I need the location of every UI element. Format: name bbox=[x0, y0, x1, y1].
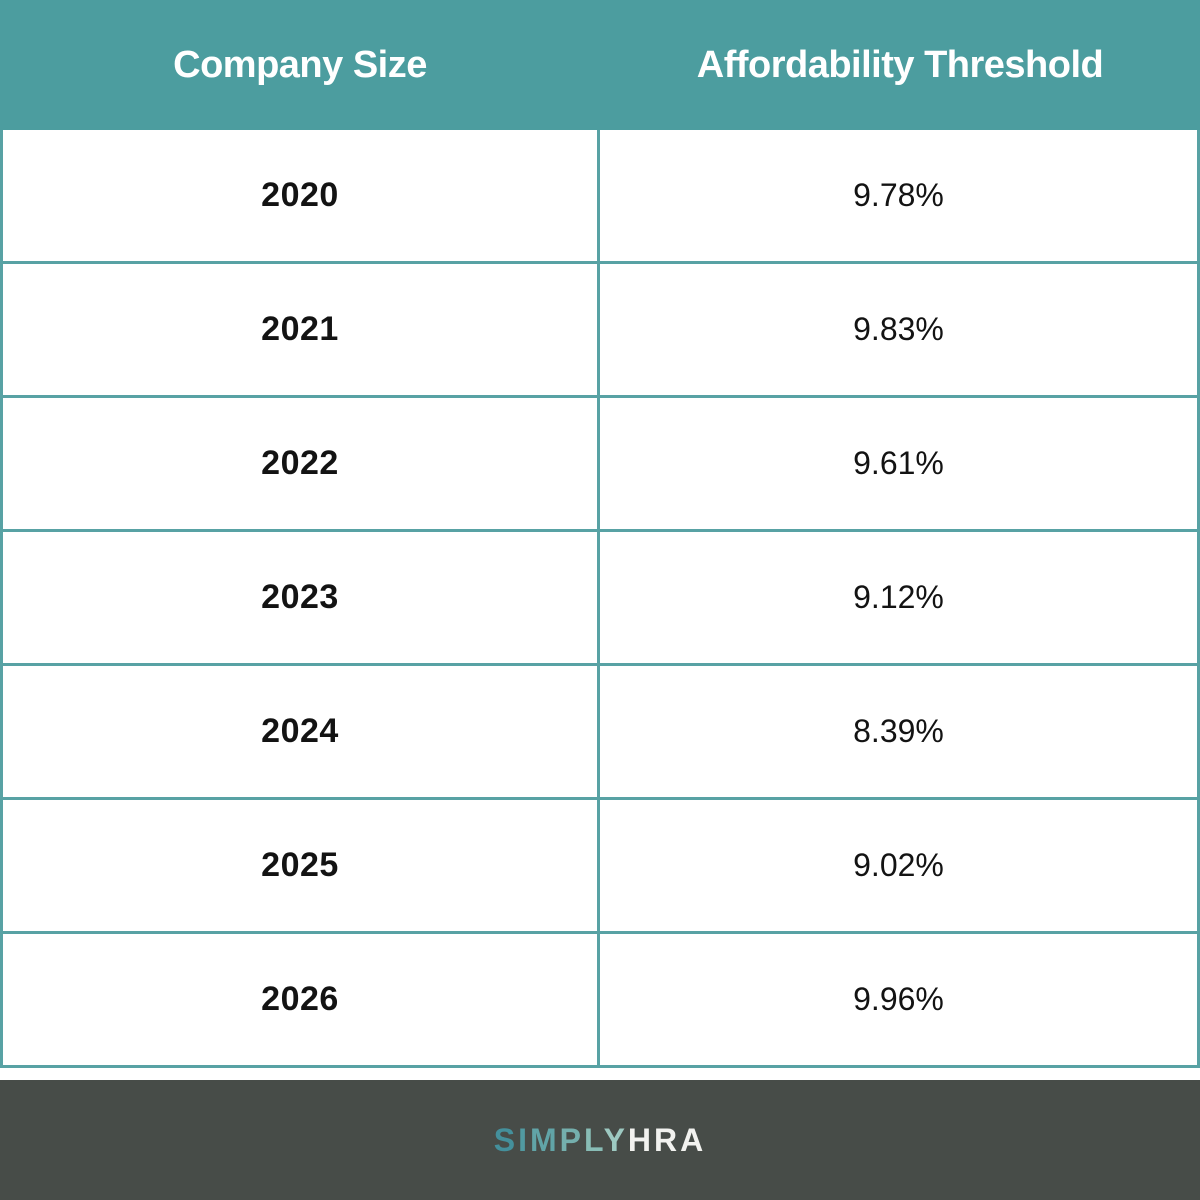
table-row: 2020 9.78% bbox=[3, 130, 1197, 264]
logo-letter: M bbox=[529, 1121, 560, 1158]
year-cell: 2024 bbox=[3, 666, 600, 797]
threshold-cell: 9.61% bbox=[853, 445, 944, 481]
table-row: 2022 9.61% bbox=[3, 398, 1197, 532]
table-row: 2026 9.96% bbox=[3, 934, 1197, 1068]
logo-hra: HRA bbox=[627, 1121, 707, 1158]
logo-letter: I bbox=[518, 1121, 530, 1158]
header-affordability-threshold: Affordability Threshold bbox=[696, 43, 1104, 86]
footer: SIMPLYHRA bbox=[0, 1080, 1200, 1200]
table-body: 2020 9.78% 2021 9.83% 2022 9.61% 2023 9.12% 2024… bbox=[0, 130, 1200, 1068]
table-row: 2021 9.83% bbox=[3, 264, 1197, 398]
brand-logo: SIMPLYHRA bbox=[494, 1122, 707, 1159]
year-cell: 2020 bbox=[3, 130, 600, 261]
table-header-row: Company Size Affordability Threshold bbox=[0, 0, 1200, 130]
table-row: 2023 9.12% bbox=[3, 532, 1197, 666]
threshold-cell: 9.12% bbox=[853, 579, 944, 615]
year-cell: 2023 bbox=[3, 532, 600, 663]
logo-letter: Y bbox=[603, 1121, 628, 1158]
logo-letter: S bbox=[493, 1121, 519, 1158]
table-row: 2025 9.02% bbox=[3, 800, 1197, 934]
table-row: 2024 8.39% bbox=[3, 666, 1197, 800]
logo-letter: P bbox=[559, 1121, 584, 1158]
threshold-cell: 9.78% bbox=[853, 177, 944, 213]
year-cell: 2022 bbox=[3, 398, 600, 529]
year-cell: 2021 bbox=[3, 264, 600, 395]
header-company-size: Company Size bbox=[173, 43, 427, 86]
year-cell: 2026 bbox=[3, 934, 600, 1065]
threshold-cell: 9.83% bbox=[853, 311, 944, 347]
year-cell: 2025 bbox=[3, 800, 600, 931]
threshold-cell: 9.02% bbox=[853, 847, 944, 883]
logo-simply: SIMPLY bbox=[494, 1122, 628, 1158]
logo-letter: L bbox=[583, 1121, 604, 1158]
threshold-cell: 9.96% bbox=[853, 981, 944, 1017]
threshold-cell: 8.39% bbox=[853, 713, 944, 749]
